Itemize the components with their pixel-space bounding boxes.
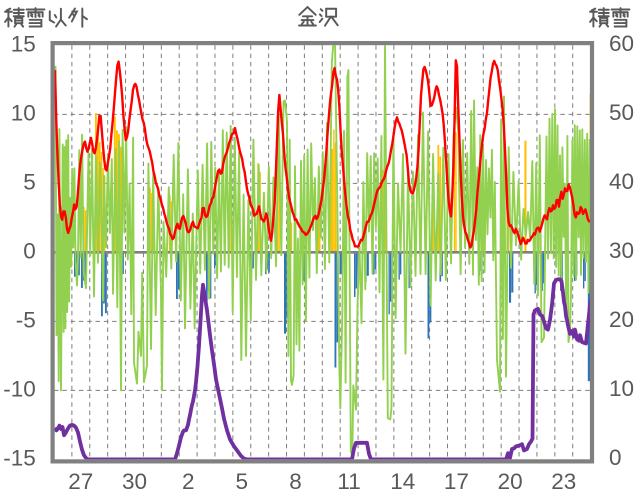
svg-text:23: 23 xyxy=(551,469,576,494)
svg-text:27: 27 xyxy=(68,469,93,494)
svg-text:5: 5 xyxy=(23,169,36,194)
svg-text:60: 60 xyxy=(609,31,634,56)
svg-text:-10: -10 xyxy=(3,377,36,402)
svg-text:30: 30 xyxy=(122,469,147,494)
svg-text:50: 50 xyxy=(609,100,634,125)
svg-text:14: 14 xyxy=(390,469,415,494)
svg-text:11: 11 xyxy=(337,469,360,494)
svg-text:5: 5 xyxy=(236,469,249,494)
svg-text:40: 40 xyxy=(609,169,634,194)
svg-text:10: 10 xyxy=(609,376,634,401)
svg-text:2: 2 xyxy=(182,469,195,494)
svg-text:30: 30 xyxy=(609,238,634,263)
svg-text:-15: -15 xyxy=(3,446,36,471)
svg-text:-5: -5 xyxy=(16,308,36,333)
svg-text:20: 20 xyxy=(498,469,523,494)
svg-text:8: 8 xyxy=(289,469,302,494)
svg-text:0: 0 xyxy=(609,445,622,470)
svg-text:10: 10 xyxy=(11,100,36,125)
svg-text:15: 15 xyxy=(11,31,36,56)
svg-text:0: 0 xyxy=(23,238,36,263)
svg-text:17: 17 xyxy=(444,469,469,494)
svg-text:20: 20 xyxy=(609,307,634,332)
